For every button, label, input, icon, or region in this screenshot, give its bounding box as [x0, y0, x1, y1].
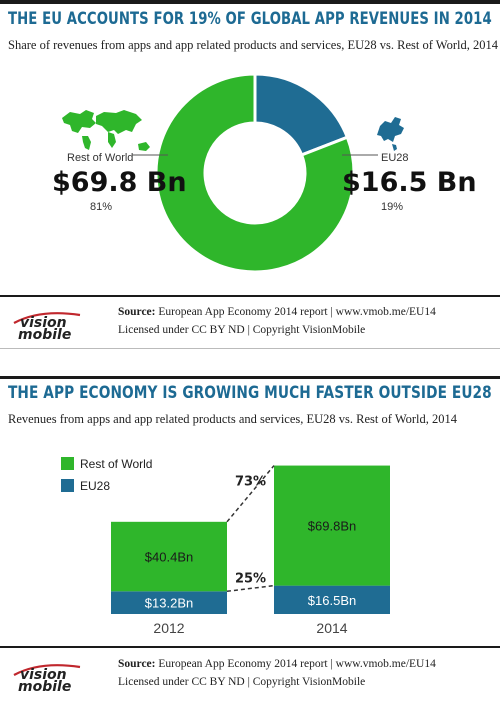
rest-of-world-percent: 81% — [90, 201, 113, 213]
panel2-source: Source: European App Economy 2014 report… — [118, 658, 436, 670]
panel1-source: Source: European App Economy 2014 report… — [118, 306, 436, 318]
logo-bottom-line2: mobile — [18, 679, 71, 695]
slice-rest-of-world — [154, 72, 356, 274]
top-border — [0, 0, 500, 4]
growth-label-rest-of-world: 73% — [235, 475, 266, 490]
panel1-title: THE EU ACCOUNTS FOR 19% OF GLOBAL APP RE… — [8, 9, 492, 29]
bar-label-eu28-2014: $16.5Bn — [308, 593, 356, 608]
visionmobile-logo: vision mobile — [13, 312, 81, 343]
donut-chart — [62, 72, 404, 274]
logo-line2: mobile — [18, 327, 71, 343]
stacked-bar-chart: Rest of World EU28 $40.4Bn $13.2Bn 2012 $69.… — [61, 457, 390, 636]
bar-eu28-2014 — [274, 585, 390, 614]
visionmobile-logo-bottom: vision mobile — [13, 664, 81, 695]
panel1-subtitle: Share of revenues from apps and app rela… — [8, 38, 498, 52]
logo-bottom-line1: vision — [20, 667, 67, 683]
panel2-subtitle: Revenues from apps and app related produ… — [8, 412, 458, 426]
panel1-source-text: European App Economy 2014 report | www.v… — [158, 306, 436, 318]
slice-group — [154, 72, 356, 274]
eu28-label: EU28 — [381, 152, 409, 164]
legend-swatch-eu28 — [61, 479, 74, 492]
legend-swatch-rest-of-world — [61, 457, 74, 470]
rest-of-world-label: Rest of World — [67, 152, 134, 164]
bar-label-rest-of-world-2014: $69.8Bn — [308, 519, 356, 534]
bar-rest-of-world-2012 — [111, 521, 227, 592]
panel1-license: Licensed under CC BY ND | Copyright Visi… — [118, 324, 366, 336]
panel2-source-label: Source: — [118, 658, 156, 670]
category-label-2012: 2012 — [153, 620, 184, 636]
rest-of-world-leader-line — [132, 154, 168, 156]
logo-line1: vision — [20, 315, 67, 331]
world-map-icon — [62, 110, 150, 151]
eu28-percent: 19% — [381, 201, 404, 213]
category-label-2014: 2014 — [316, 620, 347, 636]
eu28-value: $16.5 Bn — [342, 167, 477, 198]
bar-rest-of-world-2014 — [274, 465, 390, 586]
legend: Rest of World EU28 — [61, 457, 152, 493]
bars-group: $40.4Bn $13.2Bn 2012 $69.8Bn $16.5Bn 2014 73% 2… — [111, 465, 390, 636]
eu28-leader-line — [342, 154, 378, 156]
panel1-divider — [0, 295, 500, 297]
bar-eu28-2012 — [111, 591, 227, 614]
europe-map-icon — [377, 117, 404, 151]
panel1-source-label: Source: — [118, 306, 156, 318]
growth-label-eu28: 25% — [235, 571, 266, 586]
growth-line-rest-of-world — [226, 465, 275, 523]
rest-of-world-value: $69.8 Bn — [52, 167, 187, 198]
panel2-source-text: European App Economy 2014 report | www.v… — [158, 658, 436, 670]
panel2-title: THE APP ECONOMY IS GROWING MUCH FASTER O… — [8, 383, 492, 403]
panel2-license: Licensed under CC BY ND | Copyright Visi… — [118, 676, 366, 688]
bar-label-eu28-2012: $13.2Bn — [145, 596, 193, 611]
growth-line-eu28 — [226, 584, 275, 593]
panel2-divider — [0, 646, 500, 648]
panel2-top-border — [0, 376, 500, 379]
legend-label-rest-of-world: Rest of World — [80, 457, 152, 471]
legend-label-eu28: EU28 — [80, 479, 110, 493]
section-separator — [0, 348, 500, 349]
bar-label-rest-of-world-2012: $40.4Bn — [145, 550, 193, 565]
